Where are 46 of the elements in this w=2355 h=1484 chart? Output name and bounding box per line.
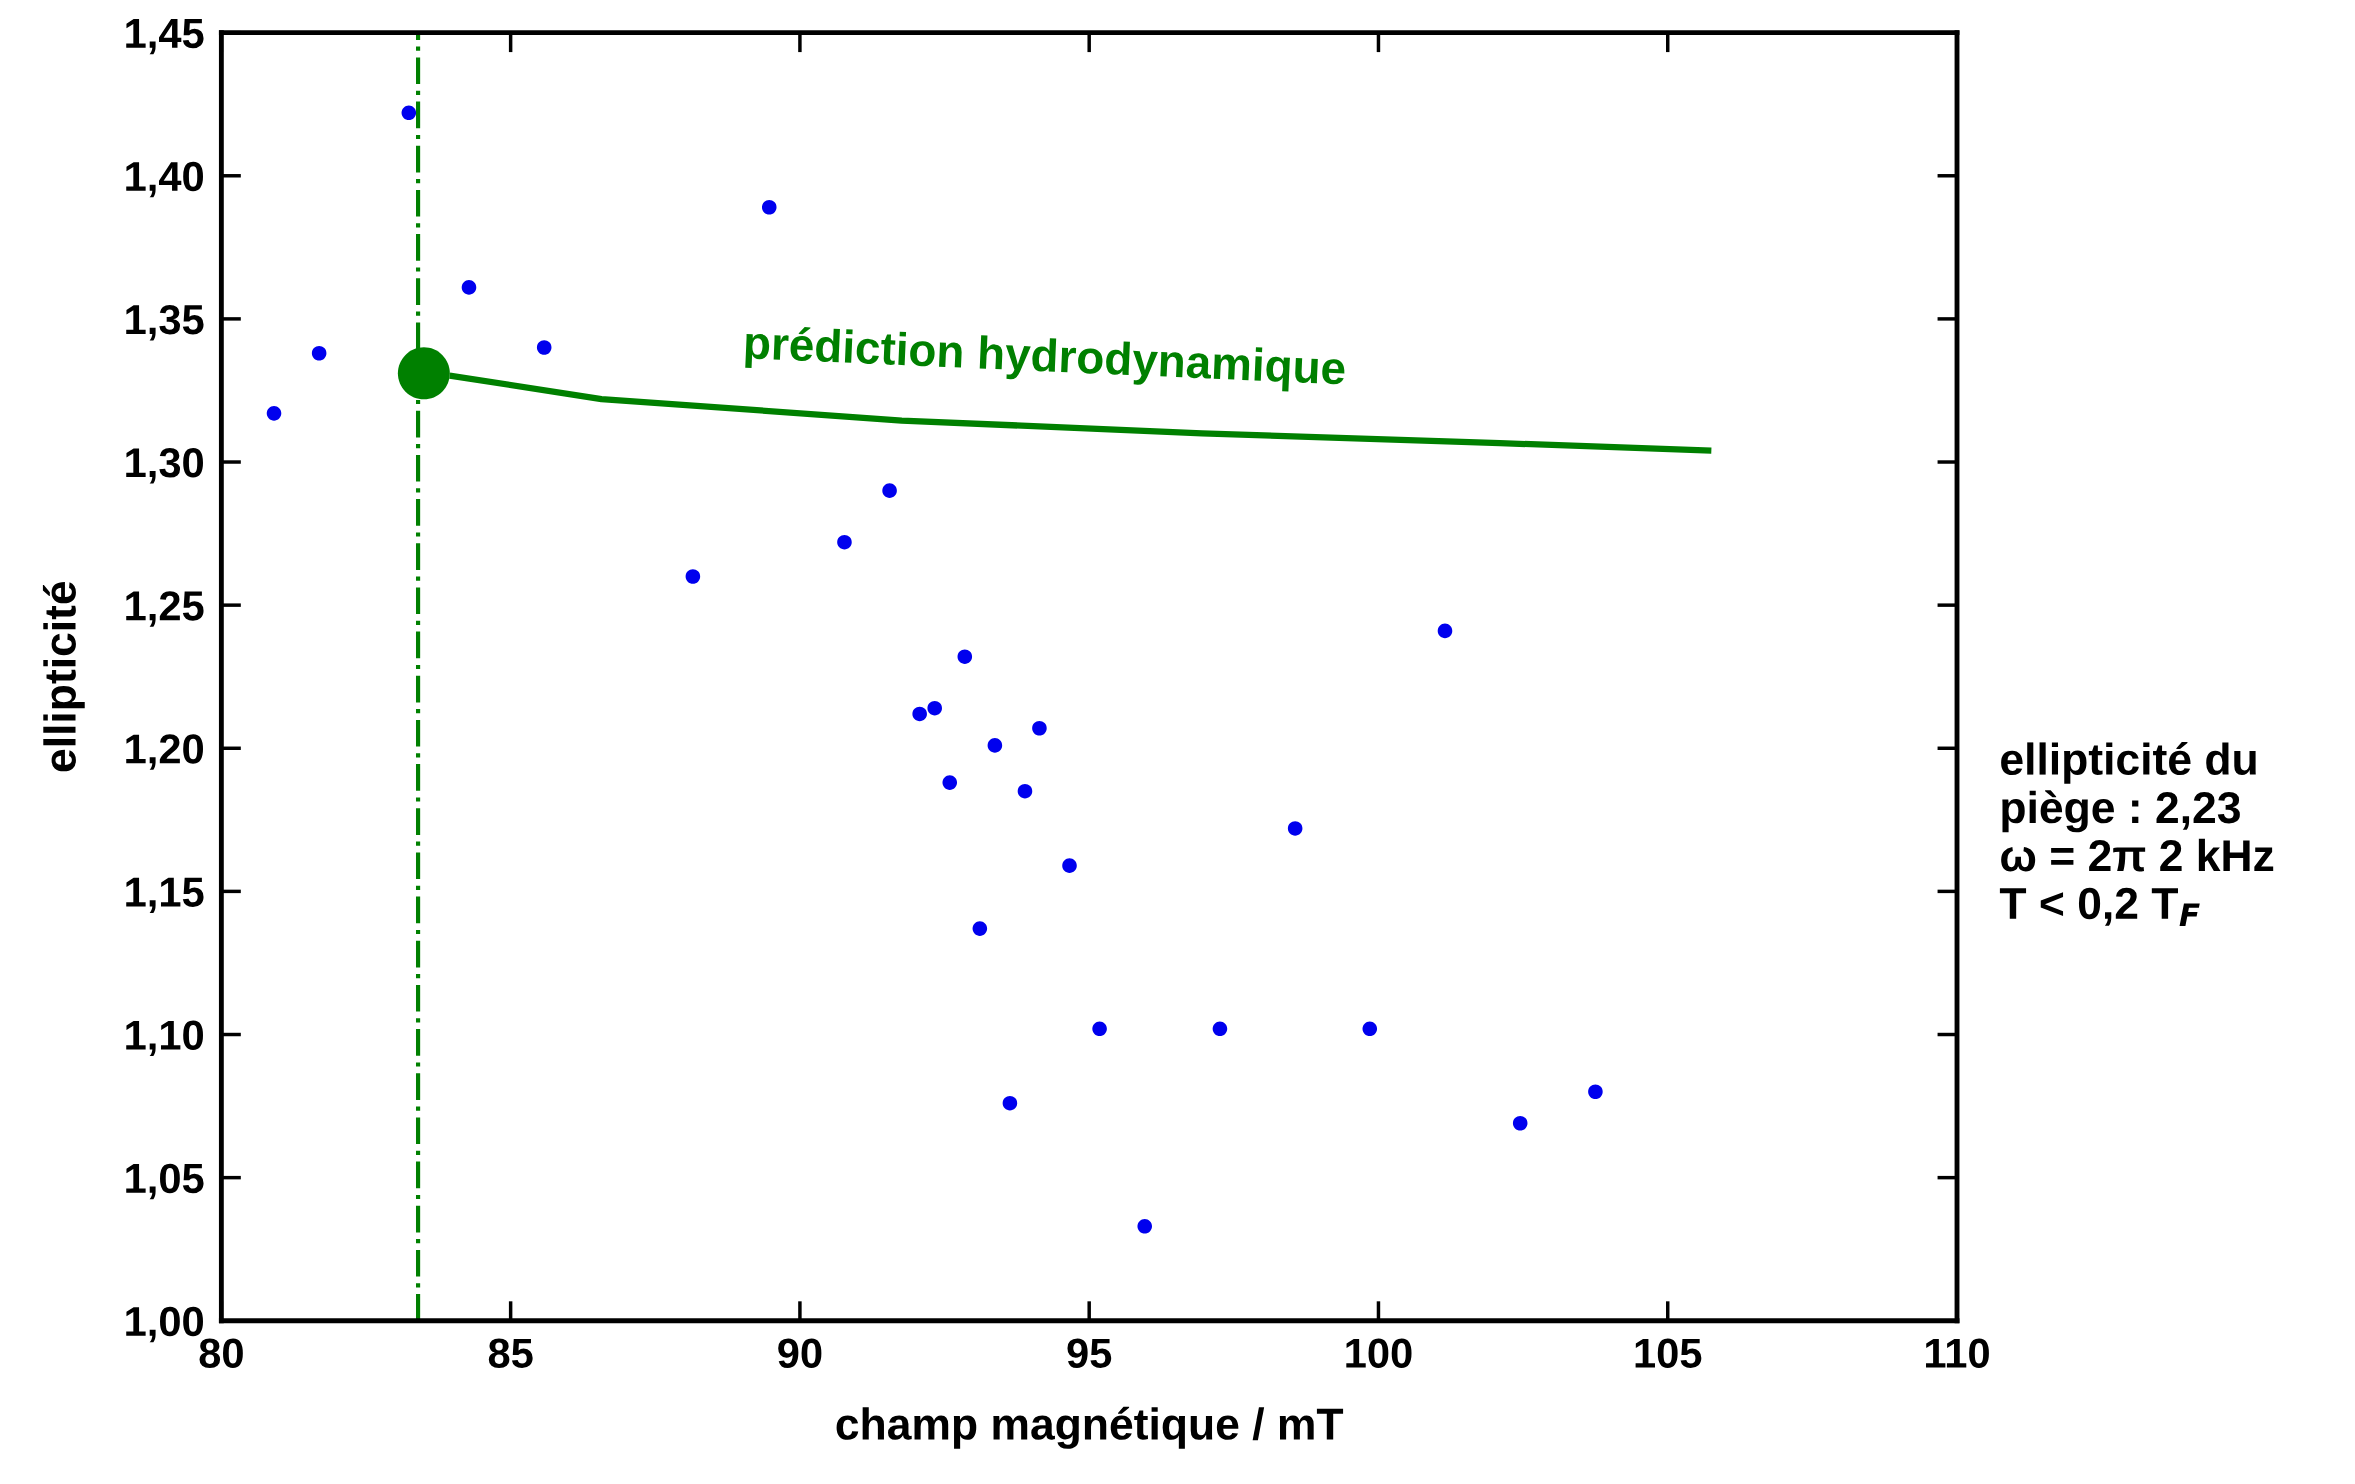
y-tick-label: 1,15 <box>126 877 204 913</box>
y-tick-label: 1,45 <box>126 19 204 55</box>
point <box>1212 1021 1228 1037</box>
point <box>1588 1084 1603 1100</box>
y-tick-label: 1,10 <box>126 1020 203 1057</box>
point <box>311 345 327 361</box>
point <box>1437 623 1453 639</box>
point <box>882 483 897 498</box>
point <box>1062 858 1077 873</box>
point <box>1017 783 1033 799</box>
point <box>1032 720 1047 736</box>
annotation: prédiction hydrodynamique <box>745 324 1346 394</box>
point <box>685 569 701 584</box>
x-tick-label: 95 <box>1067 1338 1112 1369</box>
point <box>461 280 477 295</box>
y-tick-label: 1,20 <box>126 734 203 770</box>
y-tick-label: 1,40 <box>126 161 203 198</box>
point <box>536 340 552 355</box>
y-tick-label: 1,35 <box>126 304 204 341</box>
point <box>912 706 927 722</box>
point <box>1137 1219 1153 1234</box>
x-tick-label: 110 <box>1926 1338 1989 1369</box>
point <box>972 921 988 936</box>
x-tick-label: 105 <box>1635 1338 1702 1369</box>
point <box>1002 1095 1018 1111</box>
y-axis-title: ellipticité <box>42 581 85 772</box>
point <box>987 738 1003 753</box>
x-tick-label: 90 <box>778 1338 822 1369</box>
point <box>761 199 777 215</box>
point <box>927 700 942 716</box>
text: ellipticité du piège : 2,23 ω = 2π 2 kHz T < 0,2 T$_{F}$ <box>1999 742 2274 927</box>
x-tick-label: 100 <box>1346 1338 1412 1369</box>
point <box>942 775 958 790</box>
x-tick-label: 85 <box>488 1338 533 1369</box>
y-tick-label: 1,05 <box>126 1163 204 1200</box>
x-axis-title: champ magnétique / mT <box>836 1406 1344 1449</box>
y-tick-label: 1,25 <box>126 591 204 627</box>
point <box>1092 1021 1107 1037</box>
point <box>266 406 282 421</box>
y-tick-label: 1,30 <box>126 448 203 484</box>
point <box>401 105 417 121</box>
point <box>1287 821 1303 836</box>
point <box>1362 1021 1378 1037</box>
point <box>957 649 973 664</box>
point <box>837 534 852 550</box>
point <box>1512 1115 1528 1131</box>
